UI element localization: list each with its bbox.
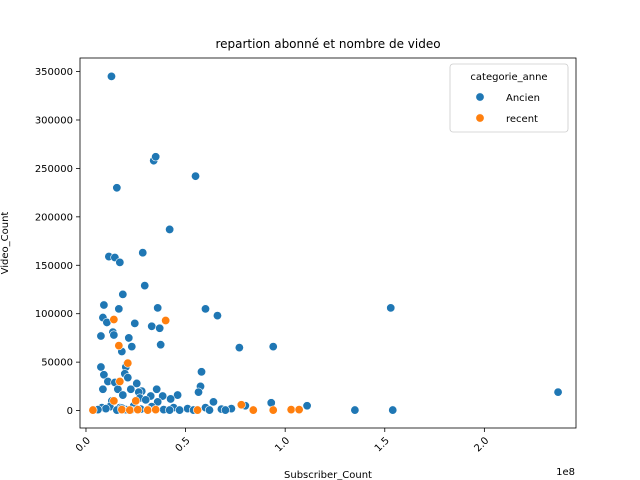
point-ancien-2 (151, 152, 161, 162)
point-ancien-35 (197, 367, 207, 377)
legend-label-recent: recent (506, 114, 538, 125)
point-recent-7 (131, 396, 141, 406)
point-ancien-20 (130, 318, 140, 328)
y-tick-label-2: 100000 (35, 309, 73, 320)
point-recent-0 (88, 405, 98, 415)
point-ancien-12 (99, 300, 109, 310)
legend-label-ancien: Ancien (506, 93, 540, 104)
point-recent-16 (268, 405, 278, 415)
point-ancien-10 (140, 281, 150, 291)
point-ancien-43 (98, 384, 108, 394)
point-recent-17 (286, 405, 296, 415)
points-layer (88, 71, 563, 415)
legend: categorie_anne Ancien recent (449, 63, 569, 133)
point-ancien-6 (138, 248, 148, 258)
point-ancien-34 (96, 362, 106, 372)
point-recent-12 (143, 405, 153, 415)
point-ancien-78 (175, 405, 185, 415)
point-ancien-56 (166, 394, 176, 404)
point-recent-13 (151, 405, 161, 415)
point-recent-6 (109, 396, 119, 406)
point-ancien-30 (268, 342, 278, 352)
point-ancien-22 (155, 323, 165, 333)
point-ancien-50 (553, 387, 563, 397)
point-ancien-46 (152, 384, 162, 394)
point-ancien-58 (141, 395, 151, 405)
point-ancien-28 (127, 342, 137, 352)
point-ancien-24 (109, 330, 119, 340)
y-tick-label-1: 50000 (41, 358, 73, 369)
point-ancien-84 (204, 405, 214, 415)
point-ancien-60 (208, 397, 218, 407)
point-ancien-3 (191, 171, 201, 181)
legend-title: categorie_anne (470, 72, 547, 83)
point-recent-3 (114, 341, 124, 351)
point-ancien-45 (126, 384, 136, 394)
y-tick-label-3: 150000 (35, 261, 73, 272)
point-ancien-74 (101, 404, 111, 414)
point-recent-2 (161, 315, 171, 325)
point-recent-15 (248, 405, 258, 415)
point-ancien-5 (165, 224, 175, 234)
point-ancien-87 (388, 405, 398, 415)
point-ancien-11 (118, 289, 128, 299)
point-recent-4 (123, 358, 133, 368)
point-ancien-49 (194, 387, 204, 397)
point-ancien-16 (386, 303, 396, 313)
point-ancien-36 (99, 370, 109, 380)
point-recent-11 (133, 405, 143, 415)
point-ancien-51 (118, 390, 128, 400)
point-ancien-15 (200, 304, 210, 314)
y-tick-label-0: 0 (67, 406, 73, 417)
point-ancien-53 (158, 391, 168, 401)
y-tick-label-7: 350000 (35, 67, 73, 78)
point-ancien-54 (173, 390, 183, 400)
point-ancien-63 (302, 401, 312, 411)
point-ancien-0 (106, 71, 116, 81)
x-axis-offset-label: 1e8 (556, 467, 575, 478)
y-tick-label-4: 200000 (35, 212, 73, 223)
point-recent-5 (115, 377, 125, 387)
point-ancien-9 (115, 257, 125, 267)
x-axis-label: Subscriber_Count (284, 470, 372, 480)
point-recent-18 (294, 405, 304, 415)
point-ancien-29 (234, 343, 244, 353)
point-ancien-14 (153, 303, 163, 313)
y-axis-ticks: 0 50000 100000 150000 200000 250000 300000 3500… (35, 67, 80, 417)
point-recent-10 (125, 405, 135, 415)
y-tick-label-6: 300000 (35, 115, 73, 126)
point-ancien-86 (350, 405, 360, 415)
point-ancien-85 (220, 405, 230, 415)
point-ancien-41 (132, 378, 142, 388)
legend-marker-recent (475, 113, 485, 123)
point-recent-14 (193, 405, 203, 415)
point-ancien-88 (165, 405, 175, 415)
point-ancien-38 (123, 373, 133, 383)
point-recent-8 (236, 400, 246, 410)
chart-title: repartion abonné et nombre de video (215, 37, 440, 51)
point-ancien-18 (212, 311, 222, 321)
y-tick-label-5: 250000 (35, 164, 73, 175)
point-recent-1 (109, 315, 119, 325)
point-ancien-25 (96, 331, 106, 341)
point-ancien-21 (147, 321, 157, 331)
point-ancien-13 (114, 304, 124, 314)
legend-marker-ancien (475, 92, 485, 102)
plot-frame (79, 57, 577, 429)
point-ancien-4 (112, 183, 122, 193)
point-recent-9 (117, 405, 127, 415)
y-axis-label: Video_Count (0, 212, 11, 275)
point-ancien-27 (156, 340, 166, 350)
point-ancien-26 (124, 333, 134, 343)
